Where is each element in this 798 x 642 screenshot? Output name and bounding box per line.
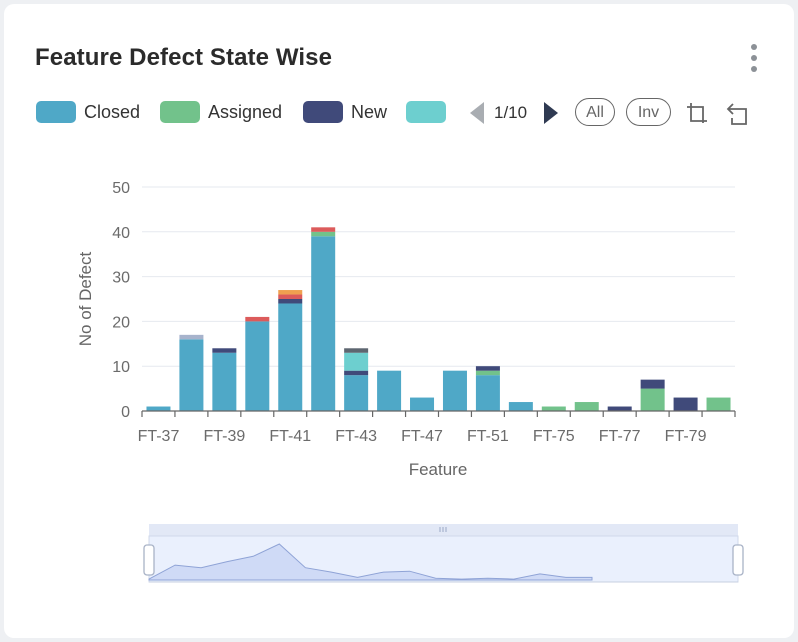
legend-item-open[interactable] <box>406 96 450 128</box>
chart-title: Feature Defect State Wise <box>35 44 333 71</box>
legend-item-closed[interactable]: Closed <box>36 96 146 128</box>
data-zoom-icon[interactable] <box>684 100 710 126</box>
more-options-icon[interactable] <box>748 44 760 74</box>
legend-swatch-closed <box>36 101 76 123</box>
legend-prev-page-icon[interactable] <box>470 102 484 124</box>
inverse-select-button[interactable]: Inv <box>626 98 671 126</box>
legend-label-new: New <box>351 102 388 122</box>
legend-page-indicator: 1/10 <box>494 103 528 122</box>
legend-swatch-new <box>303 101 343 123</box>
legend-item-assigned[interactable]: Assigned <box>160 96 290 128</box>
legend-swatch-open <box>406 101 446 123</box>
legend-swatch-assigned <box>160 101 200 123</box>
legend-label-assigned: Assigned <box>208 102 283 122</box>
legend-next-page-icon[interactable] <box>544 102 558 124</box>
legend-label-closed: Closed <box>84 102 141 122</box>
legend-item-new[interactable]: New <box>303 96 393 128</box>
select-all-button[interactable]: All <box>575 98 615 126</box>
zoom-reset-icon[interactable] <box>724 100 750 126</box>
